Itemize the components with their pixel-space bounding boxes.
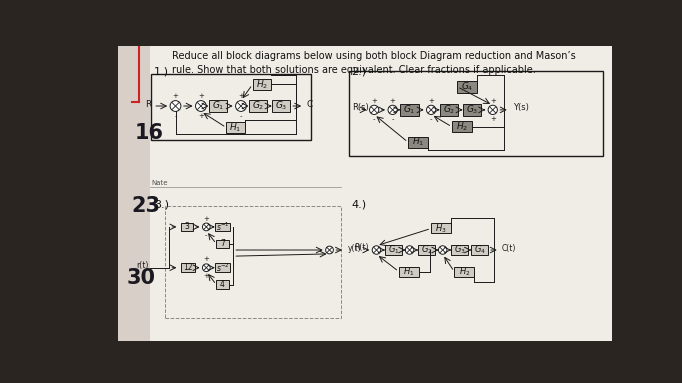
Circle shape bbox=[372, 246, 381, 254]
Text: 3.): 3.) bbox=[154, 200, 169, 210]
FancyBboxPatch shape bbox=[118, 46, 150, 341]
FancyBboxPatch shape bbox=[418, 245, 435, 255]
Text: +: + bbox=[198, 93, 204, 99]
FancyBboxPatch shape bbox=[458, 81, 477, 93]
Text: +: + bbox=[203, 256, 209, 262]
FancyBboxPatch shape bbox=[471, 245, 488, 255]
Text: -: - bbox=[205, 232, 207, 238]
FancyBboxPatch shape bbox=[181, 223, 193, 231]
Text: $G_3$: $G_3$ bbox=[275, 100, 287, 112]
FancyBboxPatch shape bbox=[408, 137, 428, 147]
Text: $G_3$: $G_3$ bbox=[454, 244, 466, 256]
Text: $G_1$: $G_1$ bbox=[211, 100, 224, 112]
Text: R(t): R(t) bbox=[354, 243, 369, 252]
Text: 3: 3 bbox=[185, 223, 190, 231]
Text: C: C bbox=[306, 100, 312, 109]
Text: $s^{-2}$: $s^{-2}$ bbox=[216, 262, 229, 274]
Circle shape bbox=[326, 246, 333, 254]
Text: $G_2$: $G_2$ bbox=[421, 244, 432, 256]
FancyBboxPatch shape bbox=[215, 264, 231, 272]
FancyBboxPatch shape bbox=[452, 121, 472, 132]
Text: $H_3$: $H_3$ bbox=[435, 222, 447, 235]
Text: +: + bbox=[428, 98, 434, 104]
Text: $s^{-1}$: $s^{-1}$ bbox=[216, 221, 229, 233]
FancyBboxPatch shape bbox=[462, 104, 481, 116]
Circle shape bbox=[170, 101, 181, 111]
Text: Reduce all block diagrams below using both block Diagram reduction and Mason’s
r: Reduce all block diagrams below using bo… bbox=[172, 51, 576, 75]
FancyBboxPatch shape bbox=[440, 104, 458, 116]
FancyBboxPatch shape bbox=[118, 46, 612, 341]
Text: 2.): 2.) bbox=[351, 67, 366, 77]
Circle shape bbox=[203, 223, 210, 231]
FancyBboxPatch shape bbox=[385, 245, 402, 255]
FancyBboxPatch shape bbox=[451, 245, 468, 255]
Circle shape bbox=[203, 264, 210, 272]
FancyBboxPatch shape bbox=[181, 264, 195, 272]
Text: +: + bbox=[203, 216, 209, 221]
Text: -: - bbox=[175, 113, 177, 119]
Circle shape bbox=[405, 246, 414, 254]
Text: $H_2$: $H_2$ bbox=[256, 78, 268, 91]
Text: $G_4$: $G_4$ bbox=[461, 80, 473, 93]
Text: 12: 12 bbox=[183, 263, 192, 272]
Text: $G_4$: $G_4$ bbox=[474, 244, 486, 256]
Text: 16: 16 bbox=[134, 123, 164, 143]
FancyBboxPatch shape bbox=[454, 267, 474, 277]
Text: +: + bbox=[389, 98, 396, 104]
Text: 23: 23 bbox=[132, 196, 161, 216]
Text: 4.): 4.) bbox=[351, 200, 366, 210]
Text: Y(s): Y(s) bbox=[513, 103, 529, 112]
FancyBboxPatch shape bbox=[215, 223, 231, 231]
Circle shape bbox=[426, 105, 436, 115]
FancyBboxPatch shape bbox=[252, 79, 271, 90]
FancyBboxPatch shape bbox=[271, 100, 291, 112]
FancyBboxPatch shape bbox=[399, 267, 419, 277]
Text: C(t): C(t) bbox=[502, 244, 516, 253]
Text: $G_1$: $G_1$ bbox=[387, 244, 399, 256]
FancyBboxPatch shape bbox=[216, 240, 228, 248]
Circle shape bbox=[439, 246, 447, 254]
FancyBboxPatch shape bbox=[226, 122, 245, 133]
Text: +: + bbox=[371, 98, 377, 104]
Text: -: - bbox=[391, 116, 394, 122]
Text: r(t): r(t) bbox=[136, 261, 149, 270]
Circle shape bbox=[196, 101, 206, 111]
Text: y(t): y(t) bbox=[348, 244, 361, 253]
Text: $G_2$: $G_2$ bbox=[443, 104, 455, 116]
Circle shape bbox=[370, 105, 379, 115]
Text: 4: 4 bbox=[220, 280, 225, 289]
Text: +: + bbox=[490, 98, 496, 104]
Text: $G_1$: $G_1$ bbox=[403, 104, 416, 116]
Text: 30: 30 bbox=[127, 268, 156, 288]
Text: $H_1$: $H_1$ bbox=[412, 136, 424, 149]
FancyBboxPatch shape bbox=[431, 223, 451, 234]
FancyBboxPatch shape bbox=[249, 100, 267, 112]
Circle shape bbox=[235, 101, 246, 111]
Text: +: + bbox=[203, 273, 209, 279]
Text: 1.): 1.) bbox=[154, 67, 169, 77]
Text: R: R bbox=[145, 100, 151, 109]
Text: +: + bbox=[238, 93, 244, 99]
Text: $H_2$: $H_2$ bbox=[456, 121, 468, 133]
Text: -: - bbox=[430, 116, 432, 122]
Text: Nate: Nate bbox=[151, 180, 168, 186]
Text: +: + bbox=[490, 116, 496, 122]
FancyBboxPatch shape bbox=[216, 280, 228, 289]
Text: -: - bbox=[373, 116, 375, 122]
Text: $G_3$: $G_3$ bbox=[466, 104, 478, 116]
Circle shape bbox=[388, 105, 397, 115]
Text: R(s): R(s) bbox=[352, 103, 368, 112]
Text: -: - bbox=[239, 113, 242, 119]
Text: +: + bbox=[198, 113, 204, 119]
FancyBboxPatch shape bbox=[209, 100, 227, 112]
Text: $H_2$: $H_2$ bbox=[458, 265, 470, 278]
Text: 7: 7 bbox=[220, 239, 225, 248]
FancyBboxPatch shape bbox=[400, 104, 419, 116]
Text: $G_2$: $G_2$ bbox=[252, 100, 264, 112]
Text: $H_1$: $H_1$ bbox=[403, 265, 415, 278]
Text: +: + bbox=[173, 93, 179, 99]
Text: $H_1$: $H_1$ bbox=[229, 121, 241, 134]
Circle shape bbox=[488, 105, 497, 115]
